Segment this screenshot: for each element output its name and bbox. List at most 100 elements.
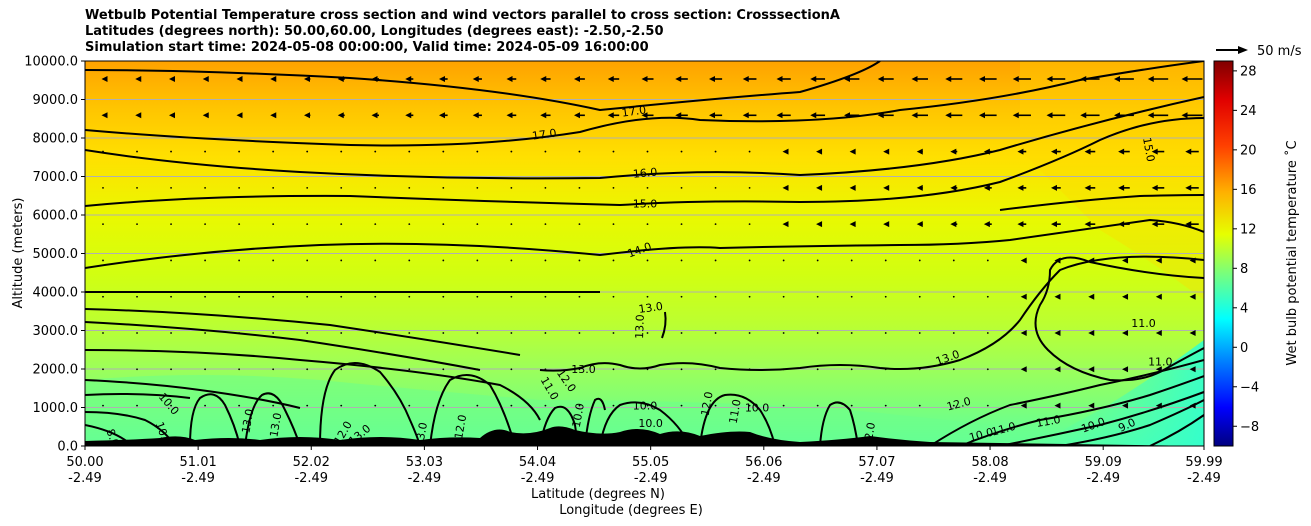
colorbar-tick-label: 0 bbox=[1240, 341, 1248, 356]
x-tick-label-lon: -2.49 bbox=[1086, 471, 1120, 486]
wind-vector-dot bbox=[476, 404, 479, 407]
wind-vector-dot bbox=[578, 223, 581, 226]
wind-vector-head bbox=[709, 112, 715, 119]
wind-vector-dot bbox=[238, 295, 241, 298]
wind-vector-dot bbox=[884, 259, 887, 262]
wind-vector-dot bbox=[306, 295, 309, 298]
wind-vector-head bbox=[607, 76, 614, 82]
wind-vector-dot bbox=[238, 332, 241, 334]
wind-vector-dot bbox=[170, 404, 172, 407]
wind-vector-head bbox=[1155, 293, 1162, 300]
wind-vector-head bbox=[1147, 112, 1154, 119]
wind-vector-dot bbox=[510, 259, 513, 262]
wind-vector-dot bbox=[408, 295, 411, 298]
wind-vector-head bbox=[439, 76, 445, 82]
contour-label: 17.0 bbox=[531, 127, 557, 143]
wind-vector-dot bbox=[918, 259, 921, 262]
quiver-key-label: 50 m/s bbox=[1257, 44, 1302, 59]
wind-vector-head bbox=[916, 184, 923, 191]
wind-vector-head bbox=[371, 112, 378, 119]
wind-vector-dot bbox=[612, 404, 615, 407]
wind-vector-head bbox=[270, 112, 277, 119]
wind-vector-dot bbox=[136, 368, 138, 371]
y-tick-label: 5000.0 bbox=[33, 247, 79, 262]
wind-vector-head bbox=[849, 221, 856, 228]
wind-vector-head bbox=[849, 184, 856, 191]
wind-vector-head bbox=[1080, 112, 1087, 119]
title-line-1: Wetbulb Potential Temperature cross sect… bbox=[85, 8, 840, 23]
wind-vector-head bbox=[337, 76, 344, 82]
contour-label: 12.0 bbox=[699, 391, 716, 417]
wind-vector-dot bbox=[714, 223, 717, 226]
wind-vector-dot bbox=[612, 259, 615, 262]
wind-vector-dot bbox=[646, 368, 649, 371]
wind-vector-dot bbox=[714, 368, 717, 371]
wind-vector-dot bbox=[714, 295, 717, 298]
x-tick-label-lon: -2.49 bbox=[294, 471, 328, 486]
wind-vector-head bbox=[472, 112, 479, 119]
wind-vector-dot bbox=[510, 368, 513, 371]
contour-12-lump-3 bbox=[319, 362, 421, 446]
wind-vector-dot bbox=[272, 295, 275, 298]
wind-vector-dot bbox=[136, 404, 138, 407]
wind-vector-head bbox=[1088, 330, 1095, 337]
wind-vector-head bbox=[1084, 184, 1091, 191]
wind-vector-dot bbox=[374, 368, 377, 371]
wind-vector-head bbox=[540, 112, 547, 119]
x-tick-label-lat: 59.09 bbox=[1085, 455, 1122, 470]
wind-vector-dot bbox=[850, 404, 853, 407]
wind-vector-head bbox=[877, 76, 884, 82]
x-tick-label-lat: 51.01 bbox=[180, 455, 217, 470]
contour-label: 13.0 bbox=[413, 421, 430, 447]
wind-vector-head bbox=[979, 76, 985, 82]
wind-vector-dot bbox=[782, 404, 785, 407]
wind-vector-dot bbox=[136, 223, 138, 226]
wind-vector-dot bbox=[408, 332, 411, 334]
wind-vector-dot bbox=[204, 295, 206, 298]
x-axis-label-lon: Longitude (degrees E) bbox=[559, 503, 703, 518]
x-tick-label-lat: 59.99 bbox=[1185, 455, 1222, 470]
wind-vector-head bbox=[236, 112, 243, 119]
wind-vector-head bbox=[911, 112, 918, 119]
wind-vector-head bbox=[782, 148, 789, 155]
y-tick-label: 1000.0 bbox=[33, 401, 79, 416]
wind-vector-dot bbox=[136, 259, 138, 262]
wind-vector-head bbox=[337, 112, 344, 119]
wind-vector-dot bbox=[170, 186, 172, 189]
chart-title: Wetbulb Potential Temperature cross sect… bbox=[85, 8, 840, 56]
wind-vector-head bbox=[202, 112, 209, 119]
wind-vector-head bbox=[1088, 402, 1095, 409]
wind-vector-dot bbox=[374, 186, 377, 189]
wind-vector-head bbox=[1020, 293, 1027, 300]
wind-vector-dot bbox=[340, 150, 343, 153]
wind-vector-dot bbox=[748, 404, 751, 407]
wind-vector-dot bbox=[646, 186, 649, 189]
wind-vector-head bbox=[979, 112, 985, 119]
wind-vector-head bbox=[304, 112, 310, 119]
contour-label: 11.0 bbox=[1035, 413, 1061, 430]
wind-vector-dot bbox=[510, 223, 513, 226]
wind-vector-head bbox=[1088, 257, 1095, 264]
wind-vector-dot bbox=[306, 404, 309, 407]
cool-region-lowlevel bbox=[85, 375, 1040, 446]
x-tick-label-lat: 53.03 bbox=[406, 455, 443, 470]
wind-vector-head bbox=[1185, 221, 1192, 228]
wind-vector-dot bbox=[170, 368, 172, 371]
contour-15-left bbox=[85, 117, 1204, 207]
colorbar-ticks: −8 −4 0 4 8 12 16 20 24 28 bbox=[1233, 64, 1259, 435]
wind-vector-head bbox=[1122, 293, 1129, 300]
wind-vector-head bbox=[1054, 402, 1061, 409]
contour-label: 11.0 bbox=[990, 420, 1017, 439]
wind-vector-dot bbox=[748, 150, 751, 153]
wind-vector-head bbox=[1012, 76, 1019, 82]
wind-vector-head bbox=[101, 112, 108, 119]
x-tick-label-lon: -2.49 bbox=[973, 471, 1007, 486]
wind-vector-dot bbox=[646, 223, 649, 226]
wind-vector-dot bbox=[272, 150, 275, 153]
wind-vector-dot bbox=[782, 295, 785, 298]
contour-13-lump-1 bbox=[189, 393, 241, 446]
x-tick-label-lat: 52.02 bbox=[293, 455, 330, 470]
wind-vector-dot bbox=[272, 368, 275, 371]
contour-14 bbox=[85, 219, 1204, 269]
